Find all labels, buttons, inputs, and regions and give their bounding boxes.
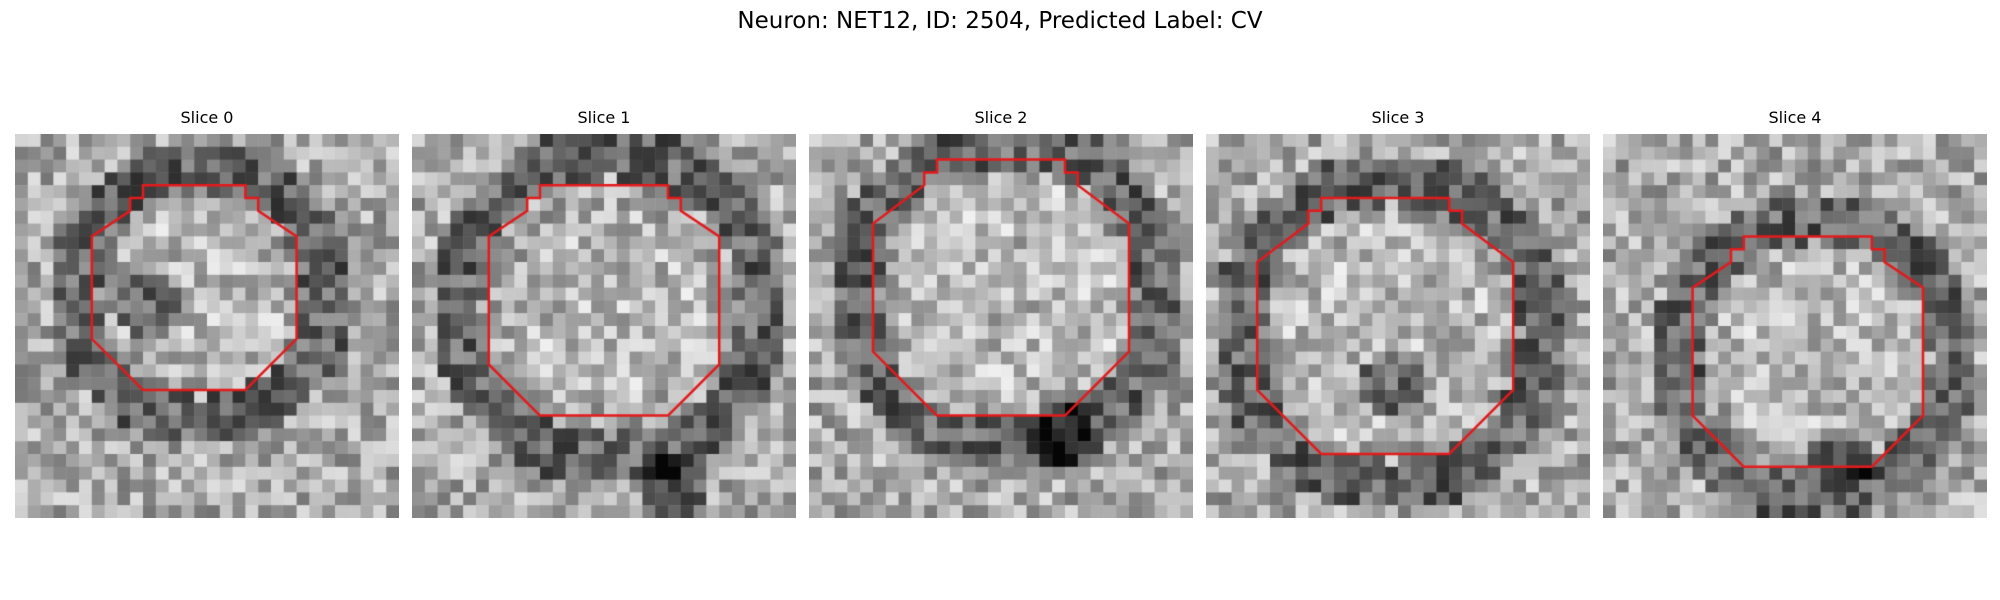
- slice-title-4: Slice 4: [1768, 108, 1822, 127]
- figure-title: Neuron: NET12, ID: 2504, Predicted Label…: [737, 8, 1263, 34]
- slice-title-2: Slice 2: [974, 108, 1028, 127]
- slice-image-3: [1206, 134, 1590, 518]
- slice-title-3: Slice 3: [1371, 108, 1425, 127]
- slice-title-0: Slice 0: [180, 108, 234, 127]
- slice-image-1: [412, 134, 796, 518]
- slice-image-2: [809, 134, 1193, 518]
- slice-image-4: [1603, 134, 1987, 518]
- slice-title-1: Slice 1: [577, 108, 631, 127]
- slice-image-0: [15, 134, 399, 518]
